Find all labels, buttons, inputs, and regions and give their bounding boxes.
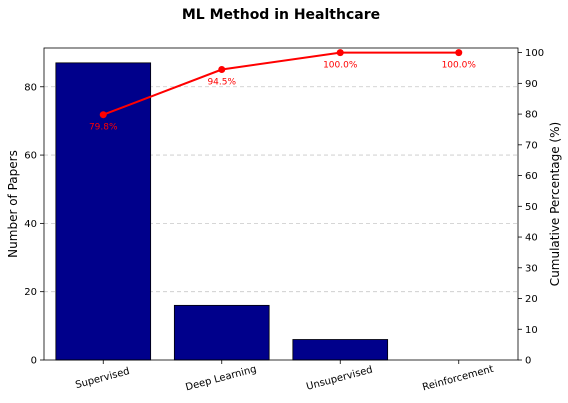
bar-supervised [55, 62, 152, 361]
cumulative-label-2: 100.0% [323, 61, 358, 71]
cumulative-point-1 [218, 66, 226, 74]
x-tick-label-supervised: Supervised [74, 366, 131, 391]
x-tick-label-deep-learning: Deep Learning [184, 364, 257, 394]
chart-title: ML Method in Healthcare [182, 7, 380, 23]
right-tick-label-10: 100 [525, 48, 544, 59]
left-tick-label-2: 40 [24, 219, 37, 230]
cumulative-point-3 [455, 49, 463, 57]
left-tick-label-0: 0 [31, 356, 37, 367]
right-tick-label-0: 0 [525, 356, 531, 367]
right-tick-label-3: 30 [525, 263, 538, 274]
left-tick-label-4: 80 [24, 82, 37, 93]
left-tick-label-1: 20 [24, 287, 37, 298]
right-tick-label-7: 70 [525, 140, 538, 151]
plot-frame [43, 47, 519, 361]
bar-deep-learning [173, 304, 270, 361]
right-tick-label-9: 90 [525, 79, 538, 90]
cumulative-point-0 [99, 111, 107, 119]
bars [55, 62, 389, 361]
x-tick-label-unsupervised: Unsupervised [305, 364, 374, 392]
x-tick-label-reinforcement: Reinforcement [421, 364, 495, 394]
left-tick-label-3: 60 [24, 151, 37, 162]
right-tick-label-8: 80 [525, 110, 538, 121]
bar-unsupervised [292, 339, 389, 361]
cumulative-label-1: 94.5% [207, 78, 236, 88]
cumulative-line: 79.8% 94.5% 100.0% 100.0% [89, 49, 476, 133]
right-tick-label-4: 40 [525, 233, 538, 244]
y-axis-label-left: Number of Papers [6, 150, 20, 258]
right-tick-label-2: 20 [525, 294, 538, 305]
right-tick-label-1: 10 [525, 325, 538, 336]
cumulative-label-0: 79.8% [89, 123, 118, 133]
right-tick-label-6: 60 [525, 171, 538, 182]
cumulative-line-path [102, 51, 459, 116]
cumulative-point-2 [336, 49, 344, 57]
right-tick-label-5: 50 [525, 202, 538, 213]
y-axis-label-right: Cumulative Percentage (%) [548, 122, 562, 286]
axes [40, 47, 522, 364]
cumulative-label-3: 100.0% [442, 61, 477, 71]
